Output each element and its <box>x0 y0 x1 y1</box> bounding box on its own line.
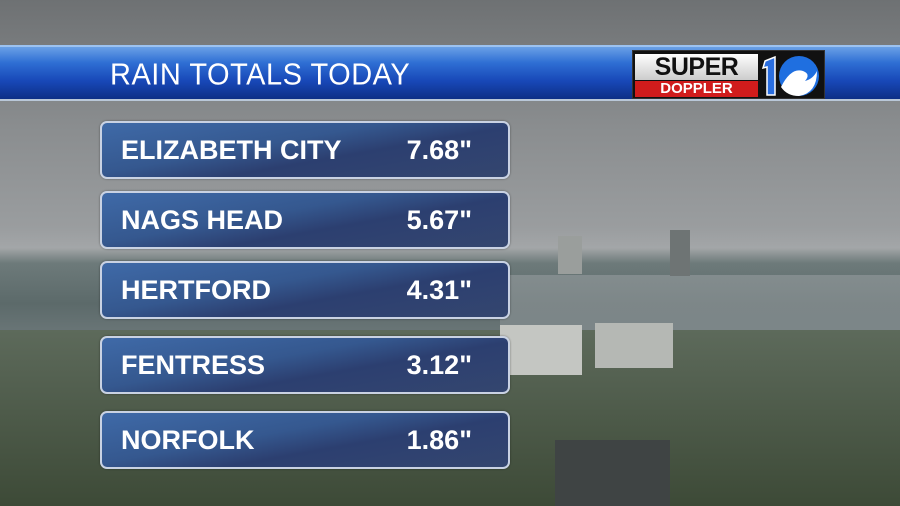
location-name: ELIZABETH CITY <box>121 135 342 165</box>
location-name: FENTRESS <box>121 350 266 380</box>
channel-10-wave-icon <box>761 55 819 96</box>
rain-total-value: 4.31" <box>406 275 472 305</box>
rain-total-row: FENTRESS 3.12" <box>100 336 510 394</box>
location-name: HERTFORD <box>121 275 271 305</box>
page-title: RAIN TOTALS TODAY <box>110 58 411 92</box>
building <box>670 230 690 276</box>
rain-total-value: 3.12" <box>406 350 472 380</box>
logo-doppler: DOPPLER <box>635 81 758 97</box>
rain-total-row: NORFOLK 1.86" <box>100 411 510 469</box>
rain-total-value: 5.67" <box>406 205 472 235</box>
location-name: NAGS HEAD <box>121 205 284 235</box>
rain-total-row: NAGS HEAD 5.67" <box>100 191 510 249</box>
rain-total-value: 7.68" <box>406 135 472 165</box>
building <box>595 323 673 368</box>
building <box>558 236 582 274</box>
building <box>500 325 582 375</box>
rain-total-row: ELIZABETH CITY 7.68" <box>100 121 510 179</box>
building <box>555 440 670 506</box>
rain-total-value: 1.86" <box>406 425 472 455</box>
station-logo: SUPER DOPPLER <box>632 50 825 99</box>
logo-super: SUPER <box>635 54 758 80</box>
rain-total-row: HERTFORD 4.31" <box>100 261 510 319</box>
title-bar: RAIN TOTALS TODAY SUPER DOPPLER <box>0 45 900 101</box>
location-name: NORFOLK <box>121 425 255 455</box>
